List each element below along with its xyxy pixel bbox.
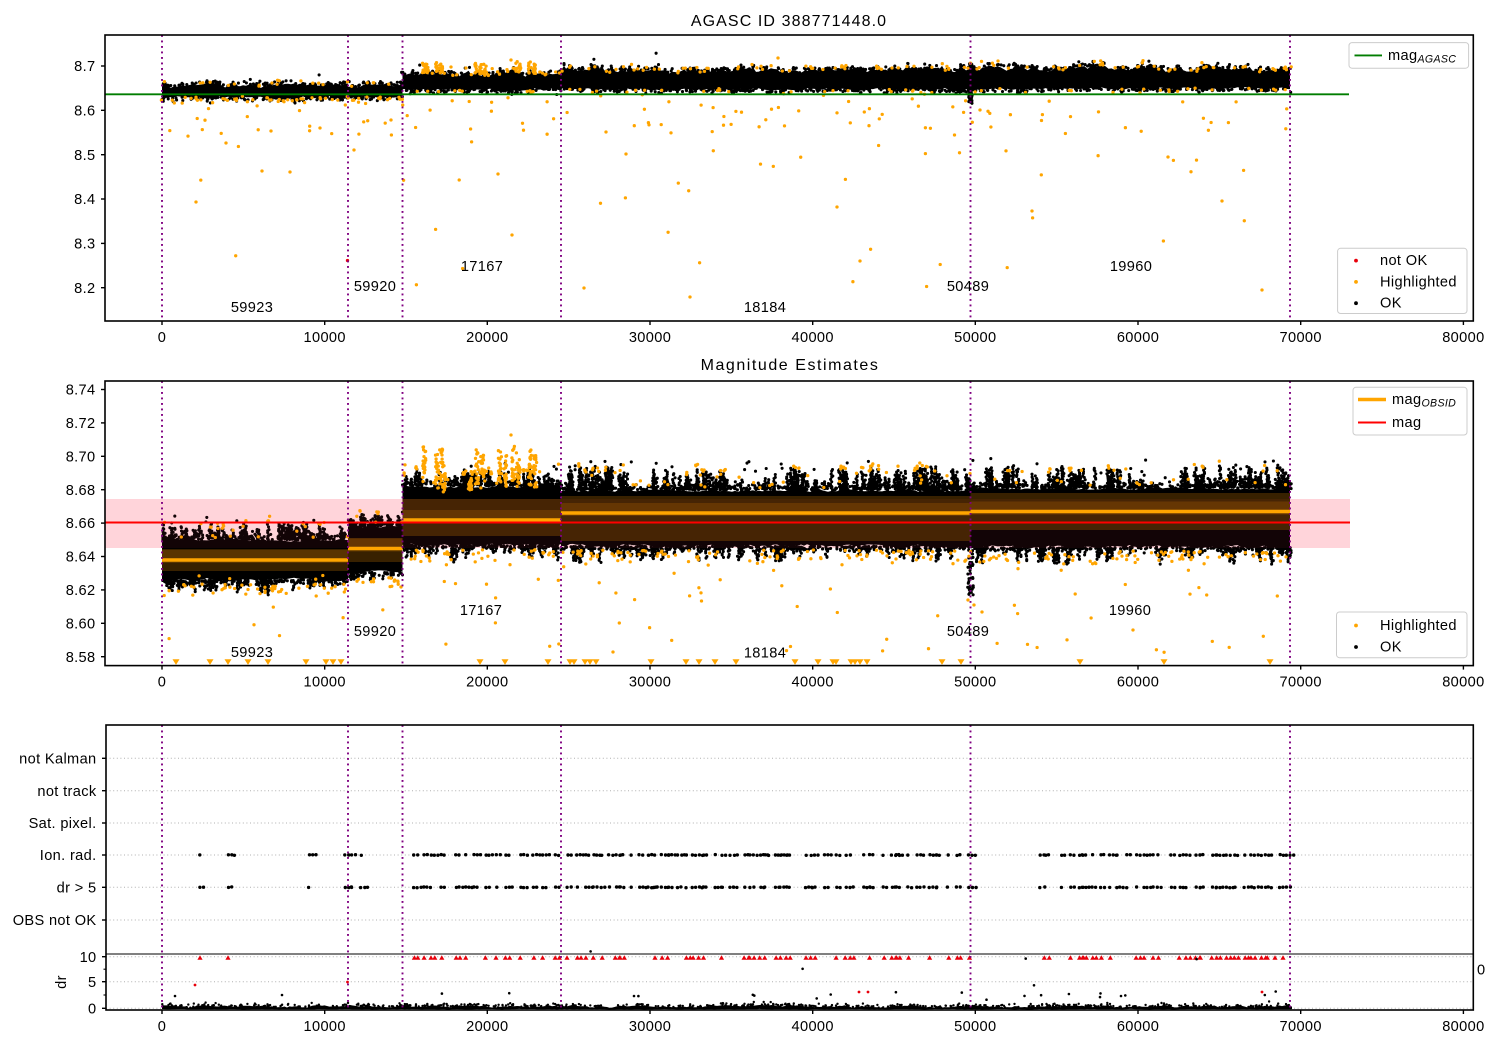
svg-text:8.4: 8.4 bbox=[74, 192, 95, 208]
svg-text:8.74: 8.74 bbox=[66, 383, 96, 399]
svg-text:8.70: 8.70 bbox=[66, 449, 96, 465]
svg-text:80000: 80000 bbox=[1442, 675, 1484, 691]
svg-text:8.68: 8.68 bbox=[66, 483, 96, 499]
svg-text:8.64: 8.64 bbox=[66, 550, 96, 566]
svg-text:Highlighted: Highlighted bbox=[1380, 274, 1457, 290]
svg-text:OK: OK bbox=[1380, 640, 1402, 656]
svg-text:19960: 19960 bbox=[1110, 259, 1152, 275]
svg-text:8.62: 8.62 bbox=[66, 583, 96, 599]
svg-text:10000: 10000 bbox=[304, 675, 346, 691]
svg-text:17167: 17167 bbox=[460, 603, 502, 619]
svg-text:Ion. rad.: Ion. rad. bbox=[40, 848, 97, 864]
svg-text:Highlighted: Highlighted bbox=[1380, 618, 1457, 634]
svg-text:60000: 60000 bbox=[1117, 1019, 1159, 1035]
svg-text:0: 0 bbox=[158, 675, 166, 691]
svg-text:0: 0 bbox=[158, 1019, 166, 1035]
svg-text:50000: 50000 bbox=[954, 1019, 996, 1035]
svg-text:dr: dr bbox=[54, 975, 70, 989]
svg-text:30000: 30000 bbox=[629, 330, 671, 346]
svg-text:0: 0 bbox=[88, 1001, 96, 1017]
svg-text:70000: 70000 bbox=[1280, 675, 1322, 691]
svg-text:59920: 59920 bbox=[354, 279, 396, 295]
svg-text:20000: 20000 bbox=[466, 1019, 508, 1035]
svg-text:50000: 50000 bbox=[954, 330, 996, 346]
svg-text:8.3: 8.3 bbox=[74, 237, 95, 253]
svg-text:0: 0 bbox=[1477, 963, 1485, 979]
svg-text:20000: 20000 bbox=[466, 330, 508, 346]
svg-text:8.60: 8.60 bbox=[66, 616, 96, 632]
svg-text:not OK: not OK bbox=[1380, 253, 1428, 269]
svg-text:18184: 18184 bbox=[744, 300, 786, 316]
svg-text:50489: 50489 bbox=[947, 279, 989, 295]
svg-text:59923: 59923 bbox=[231, 645, 273, 661]
svg-text:5: 5 bbox=[88, 975, 96, 991]
svg-text:10: 10 bbox=[80, 950, 97, 966]
svg-text:20000: 20000 bbox=[466, 675, 508, 691]
svg-text:18184: 18184 bbox=[744, 646, 786, 662]
svg-text:59923: 59923 bbox=[231, 300, 273, 316]
svg-text:17167: 17167 bbox=[461, 259, 503, 275]
svg-text:mag: mag bbox=[1392, 415, 1421, 431]
svg-text:AGASC ID 388771448.0: AGASC ID 388771448.0 bbox=[691, 13, 887, 30]
svg-text:40000: 40000 bbox=[792, 330, 834, 346]
svg-text:8.72: 8.72 bbox=[66, 416, 96, 432]
svg-text:8.66: 8.66 bbox=[66, 516, 96, 532]
svg-text:10000: 10000 bbox=[304, 330, 346, 346]
svg-text:50489: 50489 bbox=[947, 624, 989, 640]
svg-text:10000: 10000 bbox=[304, 1019, 346, 1035]
svg-text:8.2: 8.2 bbox=[74, 281, 95, 297]
svg-text:80000: 80000 bbox=[1442, 1019, 1484, 1035]
svg-text:8.7: 8.7 bbox=[74, 59, 95, 75]
svg-text:59920: 59920 bbox=[354, 624, 396, 640]
svg-text:0: 0 bbox=[158, 330, 166, 346]
svg-text:not track: not track bbox=[37, 784, 96, 800]
svg-text:8.5: 8.5 bbox=[74, 148, 95, 164]
svg-text:Sat. pixel.: Sat. pixel. bbox=[29, 816, 97, 832]
svg-text:OK: OK bbox=[1380, 296, 1402, 312]
svg-text:40000: 40000 bbox=[792, 1019, 834, 1035]
svg-text:70000: 70000 bbox=[1280, 330, 1322, 346]
svg-text:8.58: 8.58 bbox=[66, 650, 96, 666]
svg-text:80000: 80000 bbox=[1442, 330, 1484, 346]
svg-text:40000: 40000 bbox=[792, 675, 834, 691]
svg-text:50000: 50000 bbox=[954, 675, 996, 691]
svg-text:30000: 30000 bbox=[629, 1019, 671, 1035]
svg-text:Magnitude Estimates: Magnitude Estimates bbox=[701, 357, 880, 374]
svg-text:30000: 30000 bbox=[629, 675, 671, 691]
svg-text:60000: 60000 bbox=[1117, 675, 1159, 691]
svg-text:70000: 70000 bbox=[1280, 1019, 1322, 1035]
svg-text:OBS not OK: OBS not OK bbox=[13, 913, 97, 929]
svg-text:19960: 19960 bbox=[1109, 603, 1151, 619]
svg-text:60000: 60000 bbox=[1117, 330, 1159, 346]
svg-text:8.6: 8.6 bbox=[74, 103, 95, 119]
svg-text:not Kalman: not Kalman bbox=[19, 751, 96, 767]
svg-text:dr > 5: dr > 5 bbox=[57, 880, 97, 896]
